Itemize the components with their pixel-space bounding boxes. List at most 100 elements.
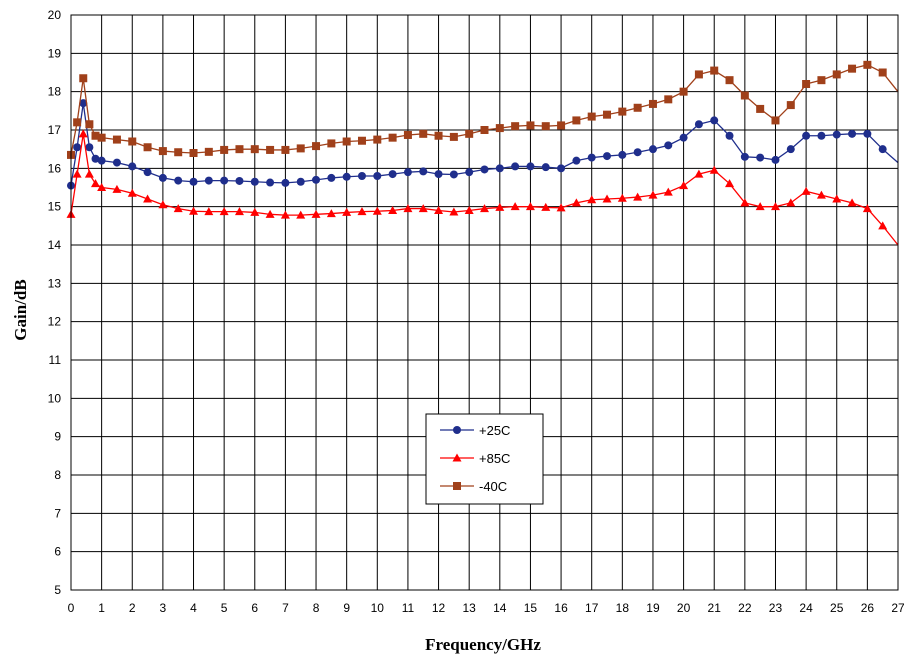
- x-tick-label: 2: [129, 601, 136, 615]
- data-point: [510, 202, 520, 211]
- data-point: [725, 179, 735, 188]
- x-axis-title: Frequency/GHz: [425, 635, 541, 654]
- legend: +25C +85C -40C: [425, 413, 544, 505]
- data-point: [312, 142, 321, 151]
- data-point: [587, 112, 596, 121]
- data-point: [143, 194, 153, 203]
- y-tick-label: 12: [48, 315, 62, 329]
- data-point: [648, 145, 657, 154]
- data-point: [449, 170, 458, 179]
- series-triangle: [66, 129, 899, 246]
- data-point: [296, 177, 305, 186]
- plot-frame: [70, 14, 899, 591]
- data-point: [419, 129, 428, 138]
- data-point: [311, 209, 321, 218]
- data-point: [79, 99, 88, 108]
- data-point: [480, 204, 489, 213]
- data-point: [848, 64, 857, 73]
- data-point: [770, 202, 780, 211]
- data-point: [663, 187, 673, 196]
- data-point: [204, 176, 213, 185]
- data-point: [220, 145, 229, 154]
- data-point: [740, 198, 750, 207]
- data-point: [312, 175, 321, 184]
- data-point: [618, 150, 627, 159]
- series-square: [67, 60, 899, 159]
- x-tick-label: 17: [585, 601, 599, 615]
- data-point: [112, 135, 121, 144]
- data-point: [97, 133, 106, 142]
- data-point: [480, 165, 489, 174]
- data-point: [679, 87, 688, 96]
- data-point: [174, 176, 183, 185]
- data-point: [603, 110, 612, 119]
- data-point: [158, 173, 167, 182]
- data-point: [449, 132, 458, 141]
- data-point: [495, 124, 504, 133]
- data-point: [266, 178, 275, 187]
- data-point: [755, 202, 765, 211]
- data-point: [863, 129, 872, 138]
- data-point: [802, 80, 811, 88]
- data-point: [832, 70, 841, 79]
- data-point: [848, 129, 857, 138]
- data-point: [73, 118, 82, 127]
- data-point: [633, 103, 642, 112]
- data-point: [648, 190, 658, 199]
- data-point: [862, 204, 872, 213]
- data-point: [756, 104, 765, 113]
- data-point: [296, 144, 305, 153]
- data-point: [664, 95, 673, 104]
- data-point: [465, 168, 474, 177]
- data-point: [725, 131, 734, 140]
- data-point: [878, 145, 887, 154]
- data-point: [326, 209, 336, 218]
- data-point: [541, 202, 551, 211]
- x-tick-label: 19: [646, 601, 660, 615]
- data-point: [234, 207, 244, 216]
- data-point: [449, 207, 459, 216]
- y-tick-labels: 5 6 7 8 9 10 11 12 13 14 15 16 17 18 19 20: [48, 8, 62, 597]
- data-point: [327, 139, 336, 148]
- data-point: [771, 116, 780, 125]
- data-point: [266, 145, 275, 154]
- data-point: [189, 206, 199, 215]
- series-line: [70, 133, 899, 246]
- y-tick-label: 15: [48, 200, 62, 214]
- data-point: [664, 141, 673, 150]
- x-tick-label: 14: [493, 601, 507, 615]
- data-point: [495, 202, 505, 211]
- data-point: [817, 76, 826, 85]
- data-point: [694, 169, 704, 178]
- x-tick-label: 22: [738, 601, 752, 615]
- data-point: [541, 122, 550, 131]
- data-point: [235, 145, 244, 154]
- data-point: [740, 152, 749, 161]
- data-point: [756, 153, 765, 162]
- x-tick-label: 21: [708, 601, 722, 615]
- data-point: [802, 131, 811, 140]
- data-point: [85, 143, 94, 152]
- data-point: [143, 143, 152, 152]
- data-point: [189, 177, 198, 186]
- x-tick-label: 5: [221, 601, 228, 615]
- data-point: [112, 158, 121, 167]
- data-point: [526, 162, 535, 171]
- data-point: [91, 131, 100, 140]
- data-point: [189, 149, 198, 157]
- data-point: [572, 156, 581, 165]
- data-point: [633, 148, 642, 157]
- x-tick-label: 18: [616, 601, 630, 615]
- legend-marker: [453, 426, 461, 434]
- data-point: [694, 70, 703, 79]
- x-tick-label: 27: [891, 601, 904, 615]
- data-point: [388, 133, 397, 142]
- data-point: [572, 116, 581, 125]
- data-point: [679, 181, 689, 190]
- legend-label: -40C: [479, 479, 507, 494]
- data-point: [419, 167, 428, 176]
- data-point: [710, 66, 719, 75]
- data-point: [816, 190, 826, 199]
- data-point: [679, 133, 688, 142]
